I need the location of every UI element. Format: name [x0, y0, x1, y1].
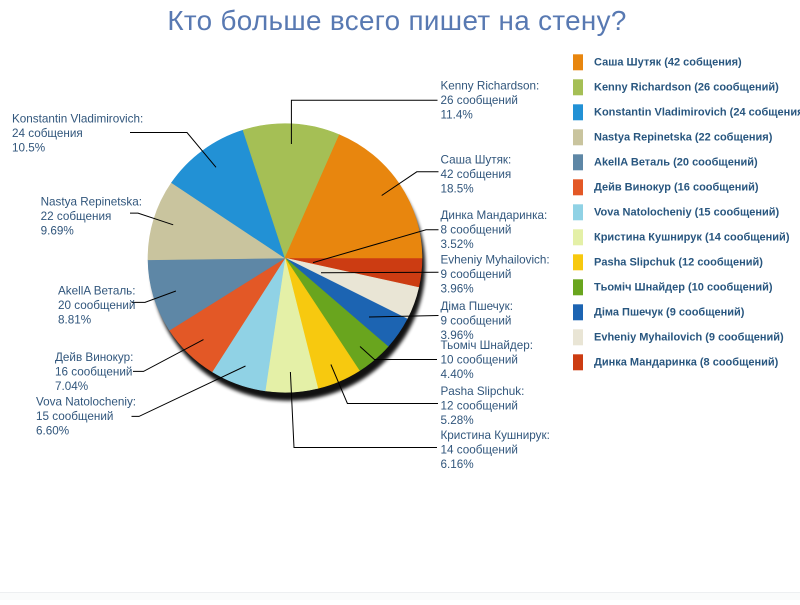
svg-text:3.96%: 3.96%: [441, 329, 474, 342]
svg-text:14 сообщений: 14 сообщений: [441, 444, 518, 457]
svg-text:9.69%: 9.69%: [41, 224, 74, 237]
svg-text:24 собщения: 24 собщения: [12, 127, 83, 140]
svg-text:Konstantin Vladimirovich:: Konstantin Vladimirovich:: [12, 112, 143, 125]
svg-text:Саша Шутяк:: Саша Шутяк:: [441, 153, 512, 166]
svg-text:10.5%: 10.5%: [12, 141, 45, 154]
svg-text:Konstantin Vladimirovich (24 с: Konstantin Vladimirovich (24 собщения): [594, 106, 800, 118]
svg-text:Діма Пшечук:: Діма Пшечук:: [441, 300, 513, 313]
svg-text:8.81%: 8.81%: [58, 313, 91, 326]
svg-text:Тьоміч Шнайдер (10 сообщений): Тьоміч Шнайдер (10 сообщений): [594, 281, 773, 293]
svg-text:42 собщения: 42 собщения: [441, 168, 512, 181]
svg-text:Nastya Repinetska:: Nastya Repinetska:: [41, 195, 142, 208]
svg-text:Pasha Slipchuk:: Pasha Slipchuk:: [441, 385, 525, 398]
svg-text:Дейв Винокур:: Дейв Винокур:: [55, 351, 133, 364]
svg-text:6.16%: 6.16%: [441, 458, 474, 471]
svg-text:Кристина Кушнирук:: Кристина Кушнирук:: [441, 429, 550, 442]
svg-text:Кристина Кушнирук (14 сообщени: Кристина Кушнирук (14 сообщений): [594, 231, 790, 243]
svg-text:Динка Мандаринка:: Динка Мандаринка:: [441, 209, 548, 222]
svg-text:Pasha Slipchuk (12 сообщений): Pasha Slipchuk (12 сообщений): [594, 256, 763, 268]
svg-text:12 сообщений: 12 сообщений: [441, 400, 518, 413]
svg-text:Тьоміч Шнайдер:: Тьоміч Шнайдер:: [441, 339, 533, 352]
svg-text:26 сообщений: 26 сообщений: [441, 94, 518, 107]
svg-text:3.96%: 3.96%: [441, 282, 474, 295]
svg-text:Кто больше всего пишет на стен: Кто больше всего пишет на стену?: [167, 5, 626, 36]
svg-text:7.04%: 7.04%: [55, 380, 88, 393]
svg-text:6.60%: 6.60%: [36, 424, 69, 437]
svg-text:Nastya Repinetska (22 собщения: Nastya Repinetska (22 собщения): [594, 131, 773, 143]
svg-text:Діма Пшечук (9 сообщений): Діма Пшечук (9 сообщений): [594, 306, 745, 318]
svg-text:5.28%: 5.28%: [441, 414, 474, 427]
svg-text:Evheniy Myhailovich:: Evheniy Myhailovich:: [441, 253, 550, 266]
svg-text:3.52%: 3.52%: [441, 238, 474, 251]
svg-text:20 сообщений: 20 сообщений: [58, 299, 135, 312]
svg-text:Саша Шутяк (42 собщения): Саша Шутяк (42 собщения): [594, 56, 742, 68]
svg-text:22 собщения: 22 собщения: [41, 210, 112, 223]
svg-text:18.5%: 18.5%: [441, 182, 474, 195]
svg-text:Kenny Richardson (26 сообщений: Kenny Richardson (26 сообщений): [594, 81, 779, 93]
svg-text:Evheniy Myhailovich (9 сообщен: Evheniy Myhailovich (9 сообщений): [594, 331, 784, 343]
svg-text:Kenny Richardson:: Kenny Richardson:: [441, 80, 540, 93]
svg-text:AkellA Веталь:: AkellA Веталь:: [58, 284, 136, 297]
svg-text:AkellA Веталь (20 сообщений): AkellA Веталь (20 сообщений): [594, 156, 758, 168]
svg-text:Дейв Винокур (16 сообщений): Дейв Винокур (16 сообщений): [594, 181, 759, 193]
svg-text:15 сообщений: 15 сообщений: [36, 410, 113, 423]
svg-text:4.40%: 4.40%: [441, 368, 474, 381]
svg-text:11.4%: 11.4%: [441, 109, 473, 122]
svg-text:9 сообщений: 9 сообщений: [441, 314, 512, 327]
svg-text:Vova Natolocheniy:: Vova Natolocheniy:: [36, 395, 136, 408]
svg-text:16 сообщений: 16 сообщений: [55, 366, 132, 379]
svg-text:Vova Natolocheniy (15 сообщени: Vova Natolocheniy (15 сообщений): [594, 206, 780, 218]
svg-text:Динка Мандаринка (8 сообщений): Динка Мандаринка (8 сообщений): [594, 356, 779, 368]
svg-text:8 сообщений: 8 сообщений: [441, 224, 512, 237]
svg-text:9 сообщений: 9 сообщений: [441, 268, 512, 281]
svg-text:10 сообщений: 10 сообщений: [441, 354, 518, 367]
